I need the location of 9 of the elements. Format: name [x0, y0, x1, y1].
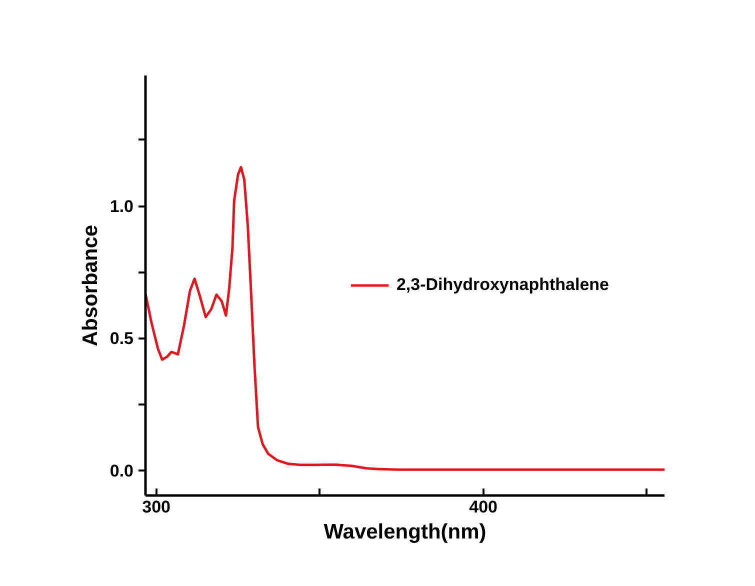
- legend-label: 2,3-Dihydroxynaphthalene: [396, 275, 609, 295]
- y-tick-label: 0.0: [110, 461, 134, 480]
- y-tick-label: 0.5: [110, 329, 134, 348]
- y-tick-label: 1.0: [110, 197, 134, 216]
- line-series: [146, 166, 664, 471]
- x-axis-title: Wavelength(nm): [324, 520, 486, 544]
- y-axis-title: Absorbance: [78, 224, 102, 346]
- x-tick-label: 400: [469, 498, 498, 516]
- x-tick-label: 300: [142, 498, 170, 516]
